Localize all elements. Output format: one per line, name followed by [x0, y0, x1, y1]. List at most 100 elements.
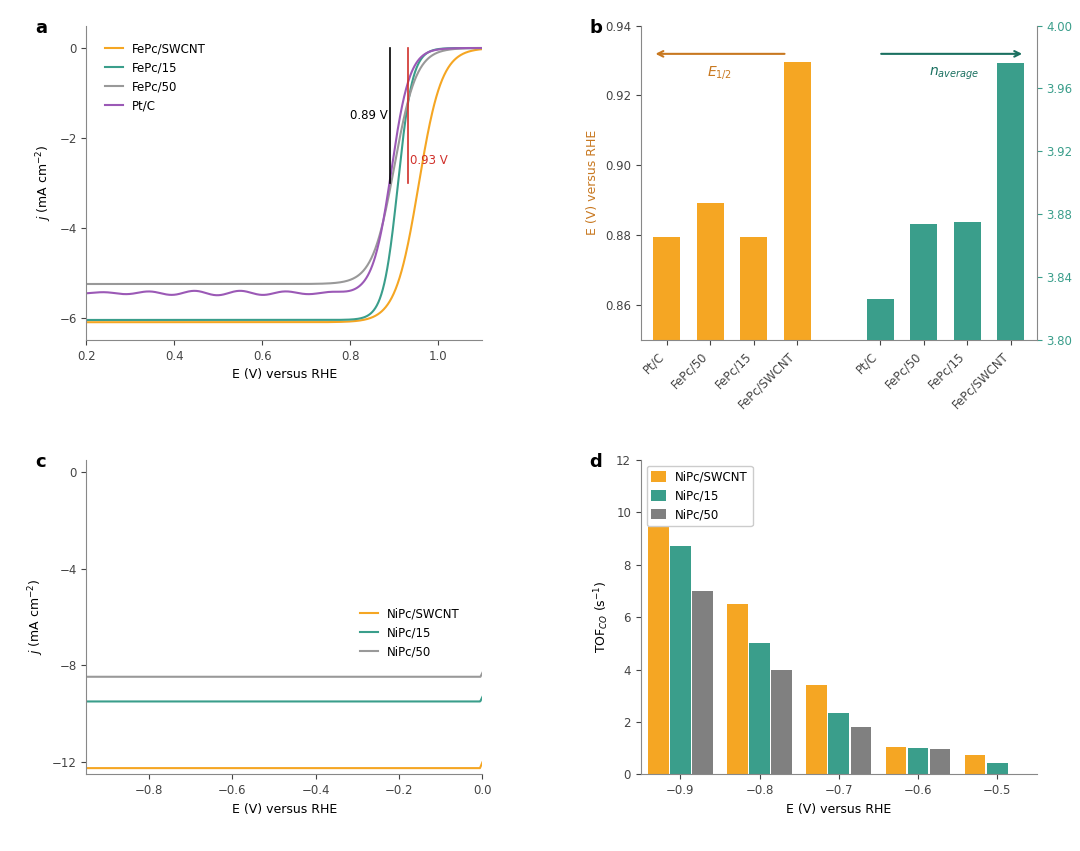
NiPc/SWCNT: [104, 763, 117, 774]
Text: d: d: [590, 454, 602, 471]
NiPc/50: [310, 671, 323, 682]
Bar: [910, 224, 937, 340]
Bar: [727, 604, 747, 774]
X-axis label: E (V) versus RHE: E (V) versus RHE: [786, 802, 891, 816]
Bar: [692, 591, 713, 774]
Line: FePc/50: FePc/50: [86, 49, 483, 284]
Line: NiPc/SWCNT: NiPc/SWCNT: [86, 762, 483, 768]
FePc/SWCNT: [380, 300, 393, 311]
NiPc/50: [476, 668, 489, 678]
FePc/SWCNT: [80, 317, 93, 328]
NiPc/SWCNT: [421, 763, 434, 774]
Pt/C: [476, 43, 489, 53]
Bar: [987, 762, 1008, 774]
Line: FePc/SWCNT: FePc/SWCNT: [86, 49, 483, 323]
FePc/50: [421, 54, 434, 65]
FePc/50: [104, 279, 117, 289]
Bar: [741, 237, 768, 340]
NiPc/50: [80, 671, 93, 682]
NiPc/SWCNT: [380, 763, 393, 774]
Y-axis label: $j$ (mA cm$^{-2}$): $j$ (mA cm$^{-2}$): [27, 579, 46, 655]
Text: 0.93 V: 0.93 V: [409, 154, 447, 167]
NiPc/SWCNT: [476, 757, 489, 768]
Bar: [784, 62, 811, 340]
FePc/SWCNT: [104, 317, 117, 328]
Bar: [697, 203, 724, 340]
Bar: [653, 237, 680, 340]
FePc/SWCNT: [321, 317, 334, 328]
X-axis label: E (V) versus RHE: E (V) versus RHE: [232, 802, 337, 816]
NiPc/15: [380, 696, 393, 706]
Bar: [964, 755, 985, 774]
Y-axis label: E (V) versus RHE: E (V) versus RHE: [586, 130, 599, 236]
Pt/C: [333, 287, 346, 297]
NiPc/15: [421, 696, 434, 706]
FePc/SWCNT: [421, 130, 434, 140]
Bar: [997, 63, 1024, 340]
FePc/15: [80, 315, 93, 325]
NiPc/50: [421, 671, 434, 682]
NiPc/SWCNT: [333, 763, 346, 774]
FePc/50: [80, 279, 93, 289]
Bar: [771, 670, 792, 774]
Legend: NiPc/SWCNT, NiPc/15, NiPc/50: NiPc/SWCNT, NiPc/15, NiPc/50: [647, 465, 753, 526]
Bar: [750, 643, 770, 774]
Bar: [930, 750, 950, 774]
Bar: [907, 748, 929, 774]
X-axis label: E (V) versus RHE: E (V) versus RHE: [232, 368, 337, 381]
NiPc/SWCNT: [321, 763, 334, 774]
FePc/15: [421, 48, 434, 58]
Text: c: c: [35, 454, 45, 471]
Bar: [851, 728, 872, 774]
NiPc/SWCNT: [310, 763, 323, 774]
FePc/SWCNT: [476, 44, 489, 54]
Legend: NiPc/SWCNT, NiPc/15, NiPc/50: NiPc/SWCNT, NiPc/15, NiPc/50: [355, 603, 464, 663]
Bar: [828, 713, 849, 774]
Bar: [670, 546, 691, 774]
Line: Pt/C: Pt/C: [86, 48, 483, 295]
Y-axis label: TOF$_{CO}$ (s$^{-1}$): TOF$_{CO}$ (s$^{-1}$): [592, 580, 610, 654]
FePc/15: [104, 315, 117, 325]
FePc/SWCNT: [333, 317, 346, 327]
NiPc/15: [333, 696, 346, 706]
Line: FePc/15: FePc/15: [86, 48, 483, 320]
Bar: [954, 222, 981, 340]
Text: a: a: [35, 20, 46, 37]
NiPc/50: [333, 671, 346, 682]
Y-axis label: $j$ (mA cm$^{-2}$): $j$ (mA cm$^{-2}$): [35, 145, 54, 221]
FePc/SWCNT: [310, 317, 323, 328]
Text: 0.89 V: 0.89 V: [350, 109, 388, 122]
NiPc/15: [104, 696, 117, 706]
NiPc/15: [476, 692, 489, 702]
FePc/15: [321, 315, 334, 325]
FePc/50: [310, 278, 323, 288]
FePc/50: [333, 277, 346, 288]
Bar: [866, 300, 893, 340]
NiPc/50: [380, 671, 393, 682]
NiPc/15: [321, 696, 334, 706]
Pt/C: [310, 288, 323, 299]
FePc/15: [476, 43, 489, 53]
NiPc/50: [321, 671, 334, 682]
Line: NiPc/15: NiPc/15: [86, 697, 483, 701]
Pt/C: [474, 43, 487, 53]
Text: $E_{1/2}$: $E_{1/2}$: [707, 65, 732, 82]
NiPc/15: [80, 696, 93, 706]
Text: $n_{average}$: $n_{average}$: [929, 66, 978, 83]
Pt/C: [321, 287, 334, 297]
Pt/C: [381, 192, 394, 203]
FePc/15: [380, 266, 393, 277]
Pt/C: [211, 290, 224, 300]
FePc/15: [310, 315, 323, 325]
Bar: [648, 496, 669, 774]
Bar: [886, 747, 906, 774]
NiPc/15: [310, 696, 323, 706]
Text: b: b: [590, 20, 603, 37]
FePc/50: [380, 200, 393, 210]
Pt/C: [104, 288, 117, 298]
Pt/C: [80, 288, 93, 299]
NiPc/50: [104, 671, 117, 682]
Pt/C: [421, 48, 434, 58]
FePc/50: [476, 43, 489, 54]
Y-axis label: $n_{average}$: $n_{average}$: [1077, 160, 1080, 206]
